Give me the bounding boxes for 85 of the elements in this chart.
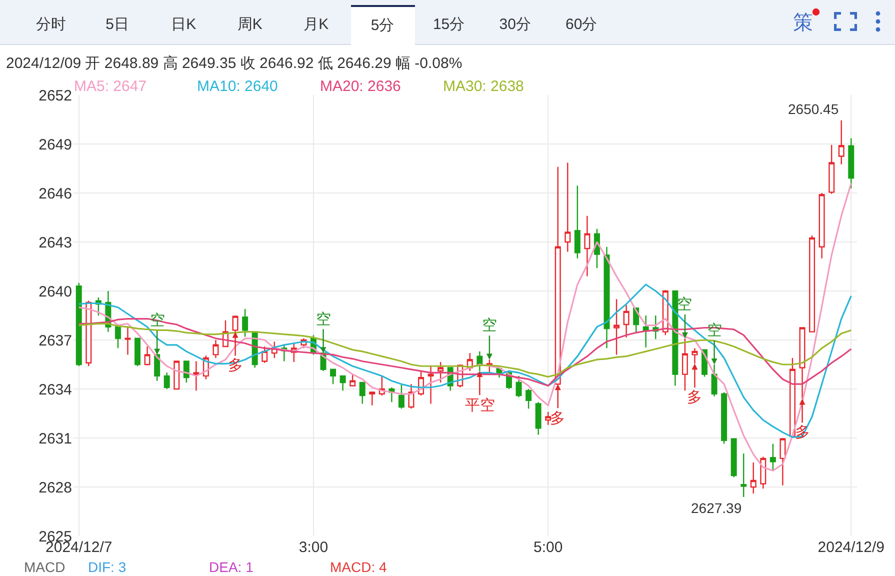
candlestick [438, 361, 444, 384]
text: MACD: 4 [330, 559, 387, 575]
candlestick [516, 375, 522, 398]
candlestick [144, 346, 150, 366]
annotation: 空 [316, 311, 331, 328]
text: MA10: 2640 [197, 78, 278, 96]
text: 15分 [432, 16, 465, 34]
annotation: 空 [482, 317, 497, 334]
chart-subtitle: 2024/12/09 开 2648.89 高 2649.35 收 2646.92 低 2646.29 幅 -0.08% [6, 55, 462, 73]
x-tick-label: 3:00 [298, 539, 328, 556]
candlestick [86, 300, 92, 367]
text: MA5: 2647 [74, 78, 147, 96]
x-tick-label: 2024/12/9 [818, 539, 884, 556]
candlestick [330, 368, 336, 385]
y-tick-label: 2631 [38, 430, 72, 448]
text: 分时 [36, 16, 66, 34]
candlestick [740, 452, 747, 498]
candlestick [750, 462, 756, 494]
candlestick [350, 374, 356, 386]
text: MACD [24, 559, 66, 575]
text: 30分 [499, 16, 531, 34]
text: 策 [793, 12, 813, 34]
text: MA30: 2638 [443, 78, 524, 96]
candlestick [526, 388, 532, 410]
annotation: 平空 [465, 397, 495, 414]
candlestick [780, 437, 786, 486]
candlestick [604, 246, 610, 349]
candlestick [193, 360, 200, 392]
candlestick [369, 390, 376, 406]
candlestick [124, 326, 131, 356]
candlestick [584, 215, 590, 277]
candlestick [114, 326, 121, 349]
candlestick [242, 308, 248, 338]
candlestick [789, 357, 796, 437]
annotation: 多 [687, 389, 702, 406]
candlestick [642, 314, 649, 348]
candlestick [359, 382, 366, 404]
text: 周K [237, 16, 262, 34]
y-tick-label: 2628 [38, 479, 72, 496]
candlestick [564, 162, 571, 252]
y-tick-label: 2637 [38, 332, 72, 350]
candlestick [760, 456, 766, 490]
annotation: 多 [550, 410, 565, 427]
annotation: 2650.45 [788, 101, 839, 117]
candlestick [623, 304, 630, 338]
candlestick [809, 234, 816, 332]
text: DEA: 1 [209, 559, 254, 575]
y-tick-label: 2640 [38, 283, 72, 300]
candlestick [818, 192, 825, 259]
candlestick [340, 375, 346, 392]
candlestick [174, 360, 180, 390]
text: 5分 [370, 17, 394, 35]
candlestick [730, 438, 737, 478]
x-tick-label: 5:00 [533, 539, 563, 556]
candlestick [770, 443, 776, 472]
candlestick [545, 411, 552, 426]
candlestick [183, 360, 190, 384]
candlestick [828, 144, 835, 194]
line-series [78, 284, 852, 438]
candlestick [672, 290, 678, 386]
y-tick-label: 2649 [38, 136, 72, 154]
candlestick [848, 138, 854, 189]
candlestick [164, 372, 170, 390]
candlestick [428, 364, 434, 404]
candlestick [134, 338, 141, 367]
line-series [78, 182, 852, 472]
text: DIF: 3 [88, 559, 126, 575]
text: MA20: 2636 [320, 78, 401, 96]
candlestick [212, 339, 219, 359]
text: 月K [304, 16, 329, 34]
candlestick [614, 298, 620, 356]
annotation: 2627.39 [691, 500, 742, 516]
y-tick-label: 2643 [38, 234, 72, 252]
candlestick [574, 185, 580, 259]
y-tick-label: 2646 [38, 185, 72, 202]
candlestick [838, 120, 844, 166]
candlestick [398, 384, 404, 410]
y-tick-label: 2652 [38, 87, 72, 104]
text: 5日 [106, 16, 129, 34]
candlestick [721, 392, 728, 444]
candlestick [76, 282, 82, 367]
y-tick-label: 2634 [38, 381, 72, 398]
candlestick [535, 401, 542, 436]
text: 60分 [566, 16, 598, 34]
text: 日K [171, 16, 196, 34]
